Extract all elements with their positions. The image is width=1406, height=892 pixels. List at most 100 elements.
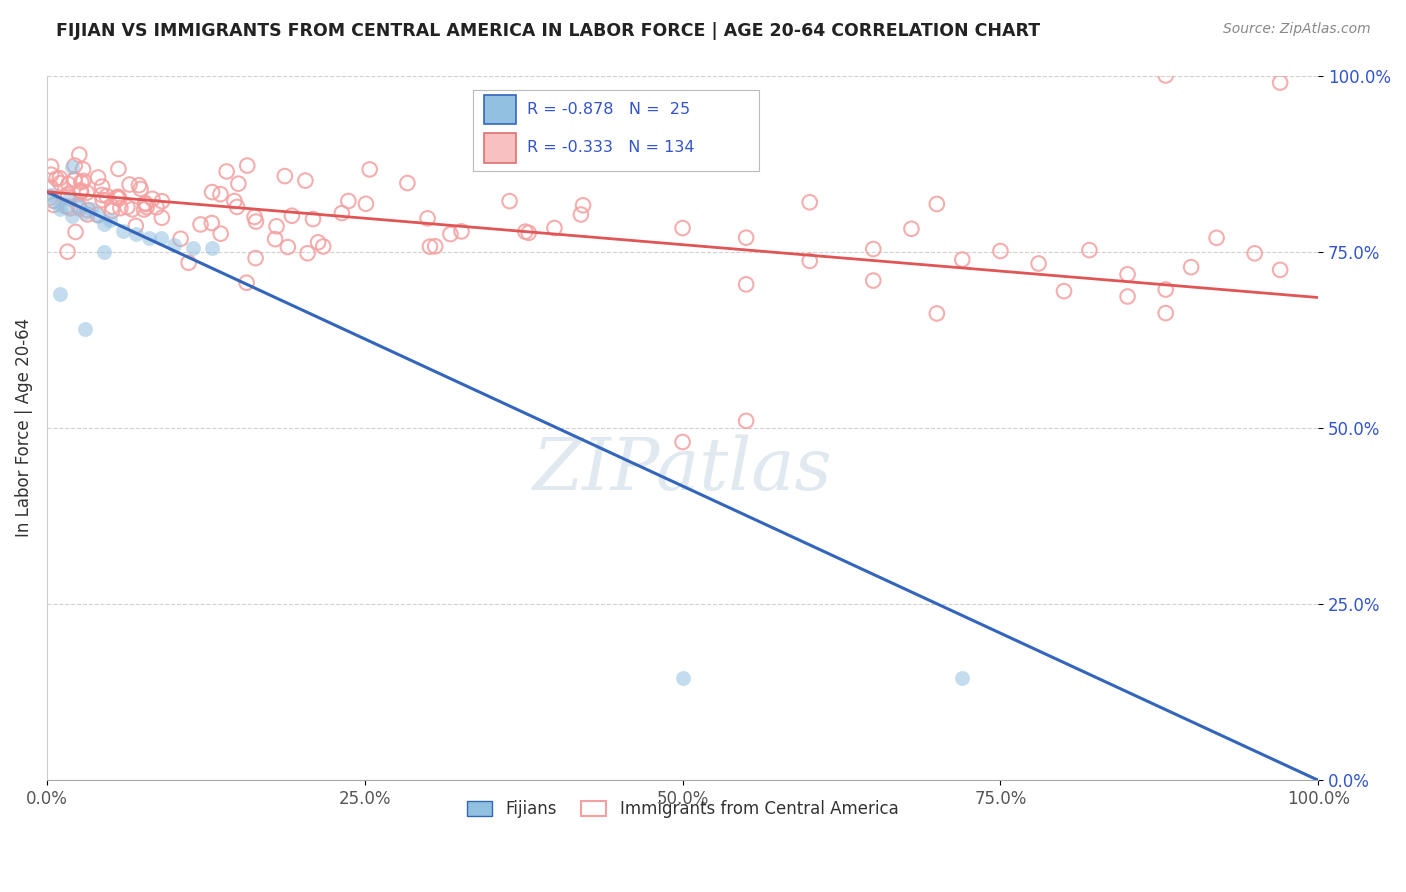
Point — [543, 221, 565, 235]
Point — [1028, 256, 1050, 270]
Point — [48, 202, 70, 217]
Point — [70, 186, 93, 200]
Point — [337, 194, 360, 208]
Point — [69, 183, 91, 197]
Point — [141, 192, 163, 206]
Point — [125, 219, 148, 233]
Point — [900, 221, 922, 235]
Point — [63, 173, 86, 187]
Point — [129, 182, 152, 196]
Point — [169, 232, 191, 246]
Point — [56, 189, 79, 203]
Point — [138, 230, 160, 244]
Point — [228, 177, 250, 191]
Point — [181, 241, 204, 255]
Point — [72, 162, 94, 177]
Point — [925, 306, 948, 320]
Point — [39, 190, 62, 204]
Point — [93, 244, 115, 259]
Point — [96, 189, 118, 203]
Point — [65, 225, 87, 239]
Point — [39, 160, 62, 174]
Point — [48, 287, 70, 301]
Point — [145, 200, 167, 214]
Point — [58, 177, 80, 191]
Point — [950, 252, 973, 267]
Point — [91, 179, 114, 194]
Point — [67, 201, 90, 215]
Point — [990, 244, 1012, 258]
Point — [498, 194, 520, 208]
Point — [1154, 306, 1177, 320]
Point — [63, 159, 86, 173]
Point — [76, 207, 98, 221]
Point — [243, 210, 266, 224]
Point — [224, 194, 246, 208]
Text: FIJIAN VS IMMIGRANTS FROM CENTRAL AMERICA IN LABOR FORCE | AGE 20-64 CORRELATION: FIJIAN VS IMMIGRANTS FROM CENTRAL AMERIC… — [56, 22, 1040, 40]
Point — [56, 199, 79, 213]
Point — [73, 206, 96, 220]
Point — [294, 173, 316, 187]
Point — [245, 214, 267, 228]
Point — [150, 211, 173, 225]
Point — [264, 232, 287, 246]
Point — [44, 195, 66, 210]
Point — [297, 246, 319, 260]
Point — [419, 240, 441, 254]
Point — [735, 277, 758, 292]
Point — [277, 240, 299, 254]
Point — [450, 224, 472, 238]
Point — [1053, 284, 1076, 298]
Point — [49, 171, 72, 186]
Point — [150, 194, 173, 209]
Point — [950, 671, 973, 685]
Point — [1268, 76, 1291, 90]
Point — [63, 172, 86, 186]
Point — [163, 237, 186, 252]
Point — [359, 162, 381, 177]
Point — [118, 178, 141, 192]
Point — [274, 169, 297, 183]
Point — [1116, 268, 1139, 282]
Point — [425, 239, 447, 253]
Point — [101, 199, 124, 213]
Point — [60, 160, 83, 174]
Point — [86, 208, 108, 222]
Point — [87, 210, 110, 224]
Point — [266, 219, 288, 234]
Point — [56, 187, 79, 202]
Point — [42, 198, 65, 212]
Point — [107, 161, 129, 176]
Point — [39, 188, 62, 202]
Point — [1268, 263, 1291, 277]
Point — [59, 201, 82, 215]
Point — [107, 190, 129, 204]
Point — [569, 207, 592, 221]
Point — [132, 202, 155, 217]
Point — [177, 256, 200, 270]
Point — [354, 196, 377, 211]
Point — [1154, 283, 1177, 297]
Point — [925, 197, 948, 211]
Point — [245, 251, 267, 265]
Point — [150, 230, 173, 244]
Point — [72, 174, 94, 188]
Point — [76, 186, 98, 200]
Point — [49, 176, 72, 190]
Y-axis label: In Labor Force | Age 20-64: In Labor Force | Age 20-64 — [15, 318, 32, 538]
Point — [60, 210, 83, 224]
Point — [67, 199, 90, 213]
Point — [799, 195, 821, 210]
Point — [209, 187, 232, 202]
Point — [125, 227, 148, 241]
Point — [1078, 243, 1101, 257]
Point — [58, 192, 80, 206]
Point — [416, 211, 439, 226]
Point — [235, 276, 257, 290]
Point — [671, 435, 693, 450]
Point — [80, 202, 103, 217]
Point — [439, 227, 461, 241]
Point — [134, 196, 156, 211]
Point — [105, 190, 128, 204]
Point — [312, 239, 335, 253]
